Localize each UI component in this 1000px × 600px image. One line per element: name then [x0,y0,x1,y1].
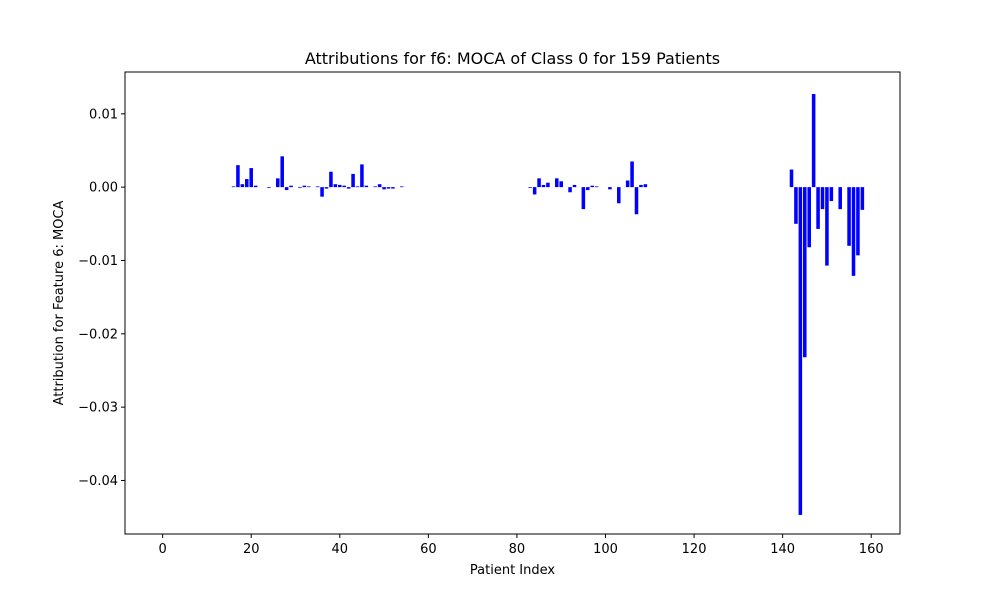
bar [267,187,271,188]
x-axis-ticks: 0 20 40 60 80 100 120 140 160 [159,534,884,557]
bar [594,186,599,188]
bar [803,187,807,358]
bar [807,187,811,248]
bar [351,173,355,188]
y-axis-ticks: 0.01 0.00 −0.01 −0.02 −0.03 −0.04 [78,107,125,489]
bar [851,187,856,276]
bars-group [231,94,865,515]
bar [568,187,572,193]
x-tick-label: 60 [420,542,437,557]
bar [298,187,302,188]
bar [360,164,364,188]
bar [825,187,829,266]
bar [355,186,360,188]
bar [559,181,563,188]
bar [333,184,338,188]
bar [789,169,794,188]
bar [639,184,643,188]
bar [838,187,842,210]
bar [240,184,245,188]
bar [249,168,253,188]
bar [231,186,236,188]
bar [400,186,404,188]
bar [829,187,834,202]
bar [572,184,577,188]
bar [280,156,284,188]
bar [811,94,816,188]
y-tick-label: −0.03 [78,401,118,416]
bar [541,184,546,188]
bar [373,186,377,188]
bar [302,185,307,188]
bar [236,165,240,188]
bar [338,184,342,188]
bar [382,187,386,190]
bar [245,179,249,188]
y-tick-label: −0.01 [78,254,118,269]
bar [253,185,258,188]
x-tick-label: 140 [770,542,795,557]
bar [630,161,634,188]
x-tick-label: 120 [682,542,707,557]
bar [794,187,798,224]
x-tick-label: 20 [243,542,260,557]
y-tick-label: −0.02 [78,327,118,342]
bar [816,187,820,229]
plot-frame [124,71,901,535]
x-tick-label: 40 [332,542,349,557]
x-axis-label: Patient Index [470,563,555,578]
bar [798,187,803,515]
x-tick-label: 0 [159,542,167,557]
x-tick-label: 100 [593,542,618,557]
bar [581,187,586,210]
y-axis-label: Attribution for Feature 6: MOCA [52,200,67,405]
bar [625,180,630,188]
bar [342,185,346,188]
bar [346,187,351,189]
bar [532,187,537,195]
x-tick-label: 160 [859,542,884,557]
x-tick-label: 80 [509,542,526,557]
y-tick-label: 0.00 [89,181,118,196]
y-tick-label: 0.01 [89,107,118,122]
bar [546,182,550,188]
bar [537,178,541,188]
bar [284,187,289,191]
bar [377,184,382,188]
y-tick-label: −0.04 [78,474,118,489]
bar [856,187,860,256]
bar [590,185,594,188]
bar [617,187,621,204]
bar [555,178,559,188]
bar [643,184,648,188]
bar [320,187,324,197]
bar [860,187,865,210]
bar [289,185,293,188]
bar [608,187,612,190]
bar [364,185,369,188]
chart-title: Attributions for f6: MOCA of Class 0 for… [305,49,720,68]
bar [315,186,320,188]
bar [528,187,532,188]
bar [586,187,590,191]
bar [386,187,391,189]
bar [276,178,280,188]
bar [820,187,825,210]
bar [847,187,851,246]
bar [634,187,639,215]
bar [329,171,333,188]
bar [391,187,395,189]
bar [307,186,311,188]
bar [324,187,329,189]
